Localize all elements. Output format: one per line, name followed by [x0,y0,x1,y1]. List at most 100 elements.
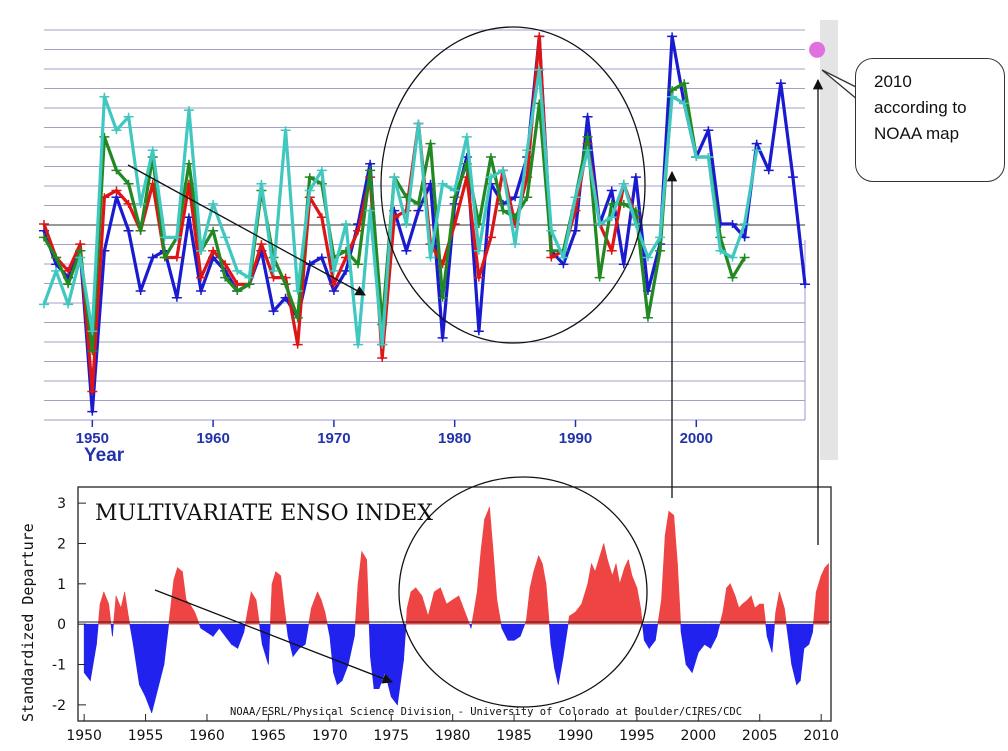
series-marker-2 [135,226,146,235]
mei-area-segment [677,563,682,625]
series-marker-0 [171,293,182,302]
series-marker-2 [244,280,255,289]
mei-area-segment [304,623,310,645]
series-marker-3 [280,126,291,135]
top-chart-circle-annotation [380,26,646,344]
series-marker-2 [159,253,170,262]
x-tick-label: 1960 [196,430,229,447]
series-marker-0 [570,226,581,235]
mei-area-segment [163,623,170,665]
mei-area-segment [96,623,99,645]
mei-title: MULTIVARIATE ENSO INDEX [95,501,433,526]
top-chart-series [39,32,810,416]
series-marker-1 [268,273,279,282]
series-marker-3 [63,300,74,309]
series-marker-3 [703,153,714,161]
series-marker-3 [377,340,388,349]
series-marker-2 [449,193,460,202]
mei-area-segment [108,603,112,625]
series-marker-3 [751,146,762,155]
mei-area-segment [139,623,146,697]
top-chart-x-label: Year [84,445,125,466]
mei-area-segment [433,587,441,625]
series-marker-3 [328,266,339,275]
mei-area-segment [599,543,605,625]
series-marker-3 [208,199,219,208]
series-marker-1 [87,387,98,396]
series-marker-3 [256,179,267,188]
series-marker-1 [328,280,339,289]
series-marker-0 [123,226,134,235]
top-chart-scrollbar[interactable] [820,20,838,460]
series-marker-0 [196,287,207,295]
mei-area-segment [624,559,629,625]
mei-y-tick-label: -2 [52,698,66,714]
series-marker-0 [630,173,641,182]
mei-area-segment [742,599,748,625]
series-marker-2 [208,226,219,235]
mei-area-segment [410,587,417,625]
series-marker-3 [123,112,134,121]
mei-area-segment [390,623,398,706]
mei-y-tick-label: 3 [57,496,66,512]
mei-area-segment [484,507,490,625]
series-marker-3 [99,92,110,101]
mei-area-segment [177,567,183,625]
mei-area-segment [759,603,764,625]
series-marker-2 [546,246,557,255]
series-marker-3 [461,132,472,141]
series-marker-3 [594,220,605,228]
series-marker-1 [196,273,207,282]
series-marker-3 [220,233,231,242]
series-marker-2 [679,79,690,88]
series-marker-1 [534,32,545,41]
series-marker-2 [353,260,364,269]
series-marker-3 [727,253,738,262]
series-marker-0 [582,112,593,121]
mei-y-ticks: -2 -1 0 1 2 3 [52,496,86,714]
mei-area-segment [464,611,470,625]
top-chart: 1950 1960 1970 1980 1990 2000 Year [39,20,838,466]
mei-x-ticks: 1950 1955 1960 1965 1970 1975 1980 1985 1990 1995… [66,714,839,744]
mei-area-segment [446,599,453,625]
series-marker-3 [87,327,98,336]
mei-area-segment [145,623,153,714]
series-marker-3 [183,106,194,115]
series-marker-3 [449,186,460,195]
series-marker-3 [425,253,436,262]
series-marker-0 [727,220,738,228]
series-marker-0 [558,260,569,269]
mei-area-segment [496,599,502,625]
highlight-point-2010[interactable] [809,41,826,58]
series-line-3 [42,68,759,347]
series-marker-3 [292,287,303,295]
series-marker-3 [196,246,207,255]
series-marker-3 [485,173,496,182]
mei-area-segment [812,623,814,633]
top-chart-x-ticks: 1950 1960 1970 1980 1990 2000 [76,420,713,447]
series-marker-3 [437,179,448,188]
mei-credit: NOAA/ESRL/Physical Science Division - Un… [230,706,742,718]
series-marker-0 [800,280,810,289]
mei-area-segment [83,623,91,682]
series-marker-0 [787,173,798,182]
series-marker-3 [473,246,484,255]
series-marker-2 [304,173,315,182]
series-marker-2 [39,233,49,242]
series-marker-3 [51,266,62,275]
series-marker-2 [292,313,303,322]
series-marker-2 [522,193,533,202]
series-marker-3 [630,220,641,228]
mei-y-tick-label: 1 [57,577,66,593]
series-marker-3 [739,220,750,228]
series-marker-3 [655,233,666,242]
series-marker-0 [763,166,774,175]
series-marker-1 [171,253,182,262]
series-marker-1 [111,186,122,195]
series-marker-0 [135,287,146,295]
mei-area-segment [194,611,200,625]
x-tick-label: 1950 [76,430,109,447]
series-marker-1 [473,273,484,282]
series-marker-3 [111,126,122,135]
top-chart-trend-arrow [127,164,366,296]
